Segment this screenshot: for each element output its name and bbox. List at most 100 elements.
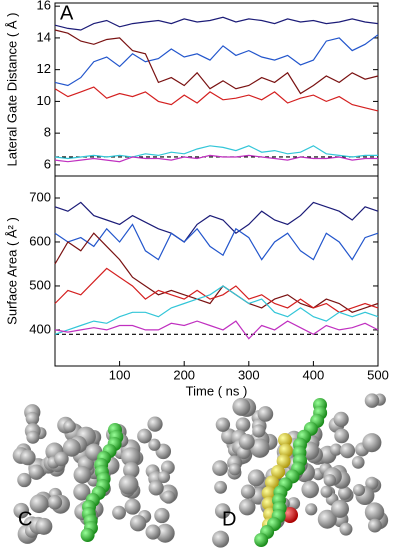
atom	[215, 417, 231, 432]
atom	[17, 472, 32, 488]
atom	[157, 470, 171, 484]
y-tick-label: 8	[44, 125, 51, 140]
data-line	[54, 267, 379, 313]
atom	[320, 485, 333, 498]
atom	[73, 465, 92, 484]
atom	[365, 476, 379, 490]
data-line	[54, 320, 379, 340]
atom	[339, 522, 353, 536]
data-line	[54, 86, 379, 112]
atom	[228, 463, 241, 476]
atom	[29, 494, 49, 514]
atom	[63, 420, 76, 433]
atom	[118, 474, 139, 495]
atom	[238, 433, 255, 450]
y-axis-label: Surface Area ( Å² )	[4, 217, 19, 325]
atom	[261, 486, 276, 501]
atom	[80, 528, 95, 542]
data-line	[54, 16, 379, 31]
atom	[257, 406, 274, 422]
atom	[240, 484, 256, 499]
atom	[305, 503, 318, 516]
atom	[331, 499, 350, 518]
y-tick-label: 500	[29, 277, 51, 292]
atom	[145, 524, 161, 540]
y-tick-label: 16	[37, 0, 51, 13]
atom	[25, 411, 40, 426]
atom	[247, 469, 265, 487]
plot-frame	[54, 175, 379, 367]
atom	[235, 417, 251, 433]
atom	[212, 530, 230, 548]
atom	[155, 523, 175, 543]
atom	[73, 483, 91, 501]
atom	[123, 461, 140, 479]
atom	[214, 503, 231, 519]
atom	[329, 443, 343, 456]
atom	[35, 517, 53, 535]
atom	[62, 438, 81, 457]
atom	[13, 502, 30, 519]
y-tick-label: 6	[44, 156, 51, 171]
atom	[339, 443, 356, 459]
molecule-images	[12, 393, 389, 548]
plot-frame	[54, 2, 379, 177]
atom	[362, 433, 382, 453]
atom	[47, 495, 63, 510]
atom	[276, 454, 291, 469]
atom	[254, 533, 269, 547]
atom	[112, 505, 126, 520]
atom	[338, 486, 352, 500]
atom	[154, 507, 170, 524]
atom	[121, 447, 141, 467]
atom	[148, 438, 161, 451]
panel-label: D	[222, 508, 236, 530]
atom	[250, 438, 270, 458]
data-line	[54, 154, 378, 163]
atom	[278, 443, 293, 458]
atom	[301, 480, 319, 499]
atom	[129, 515, 147, 532]
atom	[278, 433, 292, 447]
y-axis-label: Lateral Gate Distance ( Å )	[4, 13, 19, 167]
atom	[364, 502, 385, 522]
x-tick-label: 200	[173, 367, 195, 382]
atom	[124, 498, 141, 515]
atom	[147, 416, 163, 432]
x-tick-label: 500	[367, 367, 389, 382]
atom	[161, 490, 176, 504]
y-tick-label: 10	[37, 93, 51, 108]
data-line	[54, 34, 379, 87]
atom	[26, 430, 40, 444]
atom	[148, 480, 164, 496]
atom	[271, 464, 286, 479]
y-tick-label: 14	[37, 29, 51, 44]
y-tick-label: 700	[29, 189, 51, 204]
atom	[323, 474, 337, 487]
x-tick-label: 300	[238, 367, 260, 382]
atom	[351, 456, 365, 469]
atom	[317, 509, 337, 529]
x-tick-label: 100	[109, 367, 131, 382]
data-line	[54, 285, 379, 335]
y-tick-label: 600	[29, 233, 51, 248]
atom	[333, 411, 349, 427]
data-line	[54, 29, 379, 95]
data-line	[54, 145, 378, 160]
data-line	[54, 223, 379, 261]
x-tick-label: 400	[303, 367, 325, 382]
atom	[287, 497, 301, 510]
atom	[334, 428, 350, 444]
atom	[264, 475, 279, 490]
atom	[367, 518, 382, 533]
atom	[238, 498, 256, 516]
atom	[28, 464, 45, 480]
atom	[212, 460, 228, 476]
atom	[352, 484, 366, 497]
data-line	[54, 201, 379, 243]
data-line	[54, 232, 379, 313]
panel-label: A	[60, 2, 74, 24]
atom	[137, 428, 152, 444]
y-tick-label: 400	[29, 321, 51, 336]
